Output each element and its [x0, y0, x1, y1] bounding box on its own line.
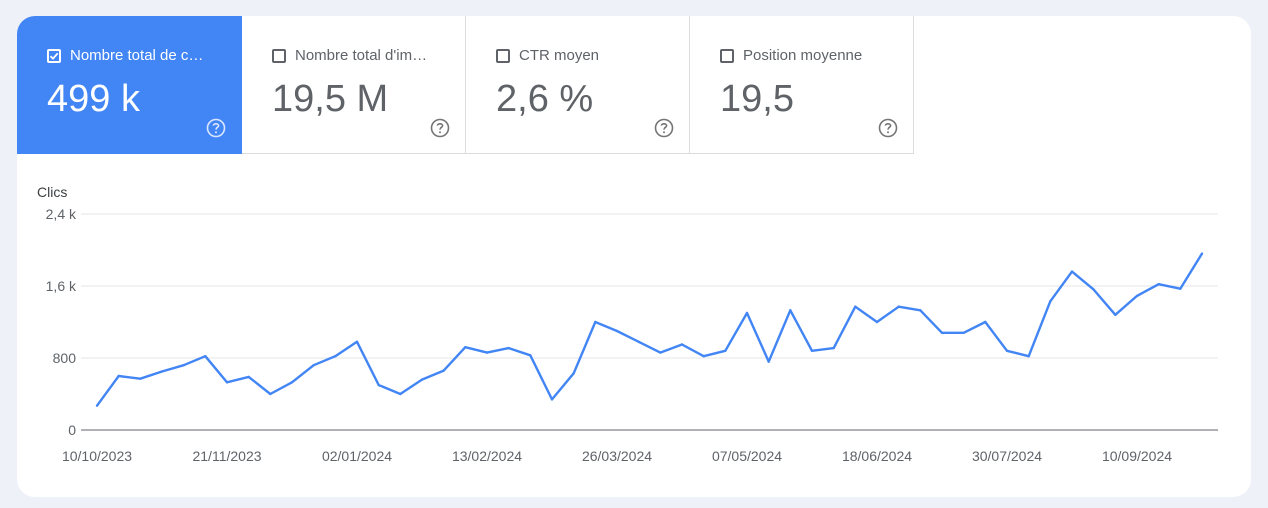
- data-point[interactable]: [355, 340, 359, 343]
- y-tick-label: 2,4 k: [46, 206, 77, 222]
- data-point[interactable]: [1005, 349, 1009, 352]
- tile-label: Nombre total d'im…: [295, 47, 428, 64]
- help-icon[interactable]: [878, 118, 898, 138]
- tile-label: Nombre total de c…: [70, 47, 204, 64]
- data-point[interactable]: [312, 364, 315, 367]
- data-point[interactable]: [269, 392, 272, 396]
- data-point[interactable]: [745, 311, 749, 315]
- tile-header: Nombre total d'im…: [272, 47, 427, 64]
- data-point[interactable]: [897, 305, 900, 308]
- data-point[interactable]: [680, 343, 684, 346]
- data-point[interactable]: [962, 331, 965, 334]
- checkbox[interactable]: [47, 48, 61, 63]
- data-point[interactable]: [225, 381, 229, 384]
- data-point[interactable]: [485, 351, 489, 354]
- data-point[interactable]: [832, 346, 835, 350]
- x-tick-label: 13/02/2024: [452, 448, 522, 464]
- check-icon: [49, 52, 59, 60]
- data-point[interactable]: [702, 355, 705, 358]
- checkbox[interactable]: [272, 48, 286, 63]
- y-tick-label: 1,6 k: [46, 278, 77, 294]
- y-tick-label: 800: [53, 350, 77, 366]
- data-point[interactable]: [1157, 283, 1160, 286]
- data-point[interactable]: [117, 374, 120, 378]
- data-point[interactable]: [204, 355, 207, 358]
- tile-value: 19,5 M: [272, 78, 389, 120]
- y-tick-label: 0: [68, 422, 76, 438]
- data-point[interactable]: [247, 375, 250, 379]
- data-point[interactable]: [529, 354, 532, 357]
- data-point[interactable]: [615, 329, 619, 333]
- tile-ctr[interactable]: CTR moyen 2,6 %: [466, 16, 690, 154]
- x-tick-label: 02/01/2024: [322, 448, 392, 464]
- data-point[interactable]: [940, 331, 944, 334]
- data-point[interactable]: [1135, 294, 1139, 298]
- data-point[interactable]: [1114, 313, 1117, 316]
- data-point[interactable]: [637, 340, 640, 343]
- help-icon[interactable]: [654, 118, 674, 138]
- x-tick-label: 10/10/2023: [62, 448, 132, 464]
- tile-label: Position moyenne: [743, 47, 863, 64]
- data-point[interactable]: [442, 369, 445, 372]
- data-point[interactable]: [572, 372, 575, 375]
- data-point[interactable]: [1179, 287, 1182, 290]
- data-point[interactable]: [1200, 252, 1204, 255]
- data-point[interactable]: [984, 320, 987, 324]
- x-tick-label: 10/09/2024: [1102, 448, 1172, 464]
- tile-header: CTR moyen: [496, 47, 599, 64]
- data-point[interactable]: [550, 398, 554, 401]
- data-point[interactable]: [1027, 355, 1030, 358]
- tile-header: Position moyenne: [720, 47, 862, 64]
- x-tick-label: 26/03/2024: [582, 448, 652, 464]
- data-point[interactable]: [594, 320, 597, 324]
- checkbox[interactable]: [496, 48, 510, 63]
- data-point[interactable]: [854, 305, 857, 308]
- chart-svg: Clics 0 800 1,6 k 2,4 k 10/10/2023 21/11/2023 0…: [37, 184, 1218, 464]
- data-point[interactable]: [290, 381, 294, 384]
- tile-value: 2,6 %: [496, 78, 594, 120]
- data-point[interactable]: [810, 349, 814, 352]
- metric-tiles: Nombre total de c… 499 k Nombre total d'…: [17, 16, 914, 154]
- tile-value: 499 k: [47, 78, 140, 120]
- data-point[interactable]: [377, 383, 380, 387]
- tile-impressions[interactable]: Nombre total d'im… 19,5 M: [242, 16, 466, 154]
- data-point[interactable]: [919, 309, 922, 312]
- data-point[interactable]: [875, 320, 879, 324]
- data-point[interactable]: [399, 392, 402, 396]
- tile-clicks[interactable]: Nombre total de c… 499 k: [17, 16, 242, 154]
- data-point[interactable]: [789, 309, 792, 312]
- checkbox[interactable]: [720, 48, 734, 63]
- clicks-series-line: [96, 252, 1204, 407]
- data-point[interactable]: [1092, 288, 1095, 291]
- data-point[interactable]: [95, 404, 99, 407]
- tile-value: 19,5: [720, 78, 794, 120]
- data-point[interactable]: [182, 364, 185, 367]
- data-point[interactable]: [507, 346, 510, 350]
- y-axis-title: Clics: [37, 184, 67, 200]
- tile-position[interactable]: Position moyenne 19,5: [690, 16, 914, 154]
- performance-card: Nombre total de c… 499 k Nombre total d'…: [17, 16, 1251, 497]
- data-point[interactable]: [1070, 270, 1074, 273]
- data-point[interactable]: [1049, 300, 1052, 303]
- x-tick-label: 21/11/2023: [192, 448, 261, 464]
- data-point[interactable]: [139, 377, 142, 380]
- data-point[interactable]: [767, 360, 770, 363]
- x-tick-label: 07/05/2024: [712, 448, 782, 464]
- tile-label: CTR moyen: [519, 47, 600, 64]
- data-point[interactable]: [420, 378, 424, 381]
- data-point[interactable]: [724, 349, 727, 352]
- clicks-chart: Clics 0 800 1,6 k 2,4 k 10/10/2023 21/11/2023 0…: [17, 154, 1251, 497]
- data-point[interactable]: [464, 346, 467, 349]
- data-point[interactable]: [659, 351, 662, 354]
- tile-header: Nombre total de c…: [47, 47, 203, 64]
- x-tick-label: 18/06/2024: [842, 448, 912, 464]
- x-tick-label: 30/07/2024: [972, 448, 1042, 464]
- help-icon[interactable]: [206, 118, 226, 138]
- data-point[interactable]: [160, 370, 164, 373]
- help-icon[interactable]: [430, 118, 450, 138]
- data-point[interactable]: [334, 355, 337, 358]
